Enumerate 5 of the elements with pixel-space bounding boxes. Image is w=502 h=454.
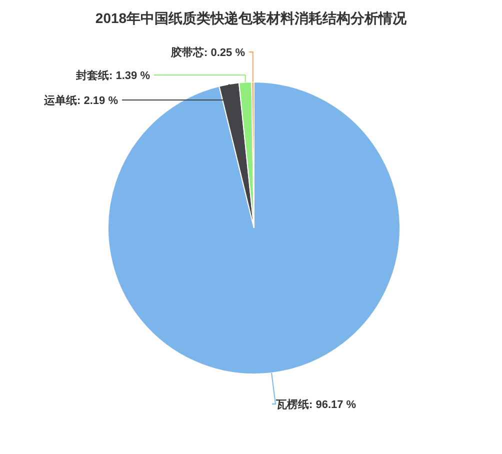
slice-label: 封套纸 [75, 69, 110, 82]
slice-label: 运单纸 [43, 94, 78, 107]
slice-label: 瓦楞纸 [275, 398, 309, 411]
chart-title: 2018年中国纸质类快递包装材料消耗结构分析情况 [95, 10, 408, 26]
slice-label: 胶带芯 [170, 46, 204, 59]
